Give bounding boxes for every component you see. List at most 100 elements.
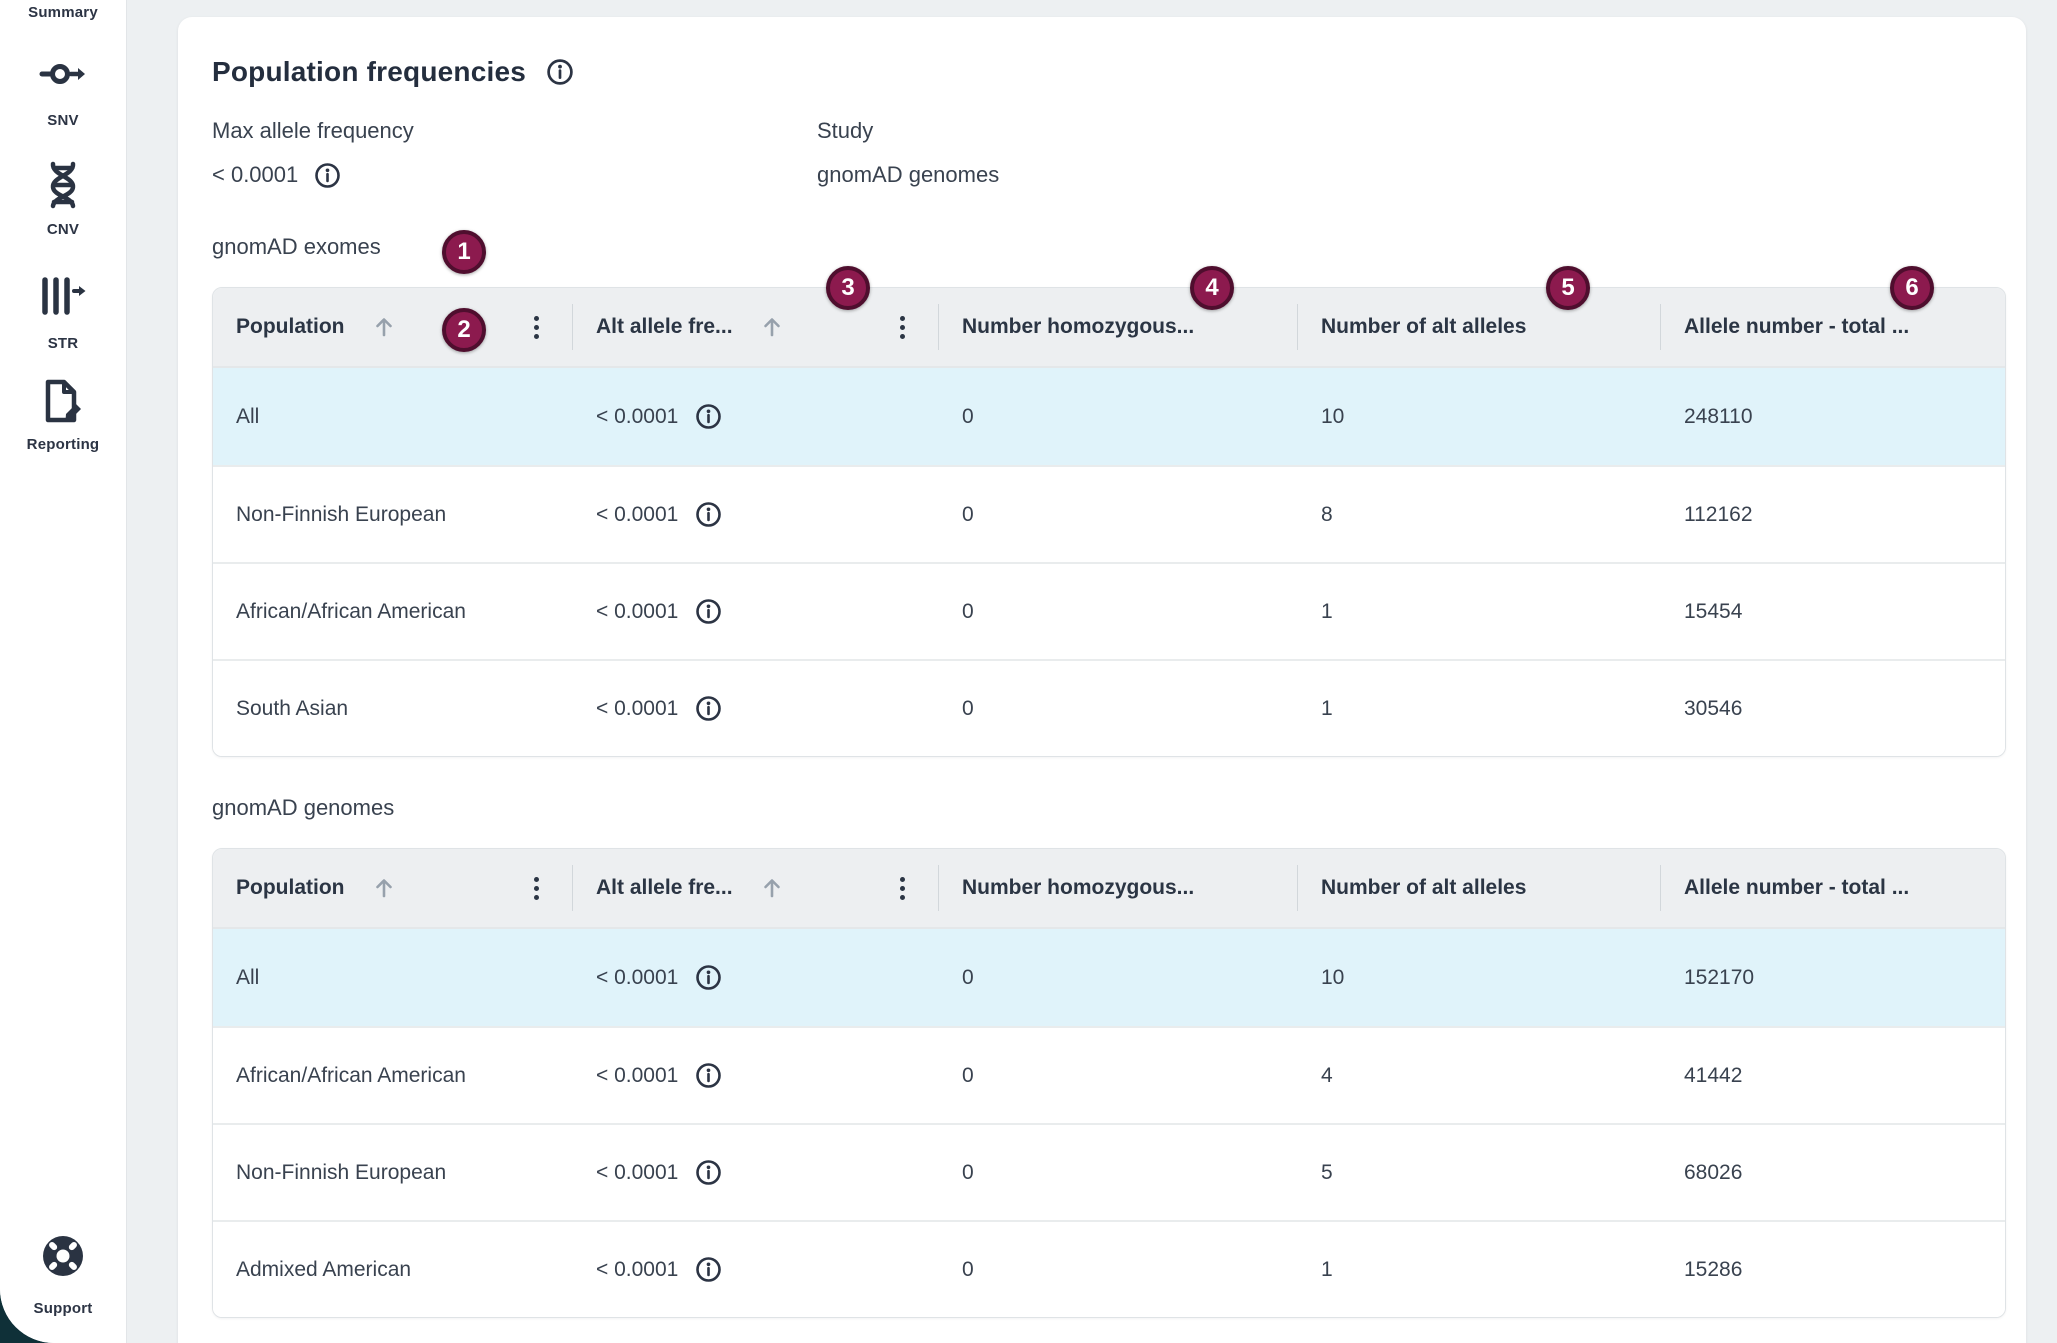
sidebar-item-label: Support [33,1300,93,1317]
table-row[interactable]: Admixed American < 0.0001 0 1 15286 [213,1220,2005,1317]
sort-ascending-icon[interactable] [759,314,785,340]
population-cell: All [236,965,260,989]
population-frequencies-card: Population frequencies Max allele freque… [178,17,2026,1343]
alt-allele-frequency-cell: < 0.0001 [573,1222,939,1317]
number-homozygous-cell: 0 [962,1257,974,1281]
allele-number-total-cell: 41442 [1684,1063,1743,1087]
sidebar-item-snv[interactable]: SNV [0,56,126,129]
number-alt-alleles-cell: 1 [1321,696,1333,720]
column-header-population[interactable]: Population [213,849,573,927]
allele-number-total-cell: 15454 [1684,599,1743,623]
gnomad-exomes-section-label: gnomAD exomes [212,234,381,259]
table-row[interactable]: African/African American < 0.0001 0 4 41… [213,1026,2005,1123]
allele-number-total-cell: 248110 [1684,404,1753,428]
column-menu-icon[interactable] [530,873,543,904]
number-homozygous-cell: 0 [962,404,974,428]
table-row[interactable]: All < 0.0001 0 10 152170 [213,929,2005,1026]
column-menu-icon[interactable] [896,873,909,904]
sort-ascending-icon[interactable] [371,314,397,340]
study-label: Study [817,118,874,143]
max-allele-frequency-value-row: < 0.0001 [212,160,817,190]
sort-ascending-icon[interactable] [371,875,397,901]
sidebar-item-str[interactable]: STR [0,277,126,352]
number-homozygous-cell: 0 [962,599,974,623]
reporting-icon [42,378,84,424]
table-row[interactable]: South Asian < 0.0001 0 1 30546 [213,659,2005,756]
population-cell: Non-Finnish European [236,502,447,526]
column-header-alt-allele-frequency[interactable]: Alt allele fre... [573,849,939,927]
sidebar-item-label: STR [47,335,79,352]
sidebar-item-label: Summary [28,4,98,21]
allele-number-total-cell: 30546 [1684,696,1743,720]
annotation-badge-1: 1 [442,230,486,274]
study-value: gnomAD genomes [817,162,1000,187]
info-icon[interactable] [546,58,574,86]
number-homozygous-cell: 0 [962,1160,974,1184]
sidebar: Summary SNV [0,0,127,1343]
number-homozygous-cell: 0 [962,965,974,989]
info-icon[interactable] [695,1159,722,1186]
column-header-number-alt-alleles[interactable]: Number of alt alleles [1298,288,1661,366]
population-cell: Admixed American [236,1257,412,1281]
number-alt-alleles-cell: 10 [1321,965,1345,989]
column-header-alt-allele-frequency[interactable]: Alt allele fre... [573,288,939,366]
annotation-badge-6: 6 [1890,266,1934,310]
gnomad-genomes-section-label: gnomAD genomes [212,795,395,820]
population-cell: Non-Finnish European [236,1160,447,1184]
str-icon [39,277,87,315]
sidebar-item-reporting[interactable]: Reporting [0,378,126,453]
max-allele-frequency-label: Max allele frequency [212,118,414,143]
column-header-number-homozygous[interactable]: Number homozygous... [939,288,1298,366]
info-icon[interactable] [695,501,722,528]
summary-meta-row: Max allele frequency < 0.0001 Study gnom… [212,118,2026,190]
alt-allele-frequency-cell: < 0.0001 [573,661,939,756]
table-row[interactable]: All < 0.0001 0 10 248110 [213,368,2005,465]
column-header-allele-number-total[interactable]: Allele number - total ... [1684,315,1910,338]
sidebar-item-support[interactable]: Support [0,1234,126,1317]
support-icon [41,1234,85,1278]
table-row[interactable]: Non-Finnish European < 0.0001 0 8 112162 [213,465,2005,562]
column-menu-icon[interactable] [896,312,909,343]
sidebar-item-summary[interactable]: Summary [0,4,126,21]
info-icon[interactable] [695,598,722,625]
number-homozygous-cell: 0 [962,696,974,720]
sidebar-item-label: CNV [46,221,80,238]
sidebar-item-label: SNV [47,112,79,129]
column-header-number-alt-alleles[interactable]: Number of alt alleles [1298,849,1661,927]
info-icon[interactable] [314,162,341,189]
number-alt-alleles-cell: 5 [1321,1160,1333,1184]
sidebar-item-cnv[interactable]: CNV [0,161,126,238]
column-header-number-homozygous[interactable]: Number homozygous... [939,849,1298,927]
max-allele-frequency-field: Max allele frequency < 0.0001 [212,118,817,190]
info-icon[interactable] [695,695,722,722]
population-cell: All [236,404,260,428]
allele-number-total-cell: 152170 [1684,965,1755,989]
table-row[interactable]: Non-Finnish European < 0.0001 0 5 68026 [213,1123,2005,1220]
number-alt-alleles-cell: 4 [1321,1063,1333,1087]
page-title: Population frequencies [212,56,526,87]
table-header-row: Population Alt allele fre... [213,849,2005,929]
population-cell: African/African American [236,1063,466,1087]
table-header-row: Population Alt allele fre... [213,288,2005,368]
allele-number-total-cell: 15286 [1684,1257,1743,1281]
alt-allele-frequency-cell: < 0.0001 [573,929,939,1026]
number-homozygous-cell: 0 [962,502,974,526]
info-icon[interactable] [695,964,722,991]
annotation-badge-4: 4 [1190,266,1234,310]
number-homozygous-cell: 0 [962,1063,974,1087]
annotation-badge-5: 5 [1546,266,1590,310]
alt-allele-frequency-cell: < 0.0001 [573,368,939,465]
column-header-population[interactable]: Population [213,288,573,366]
sort-ascending-icon[interactable] [759,875,785,901]
info-icon[interactable] [695,1256,722,1283]
column-header-allele-number-total[interactable]: Allele number - total ... [1684,876,1910,899]
column-menu-icon[interactable] [530,312,543,343]
table-row[interactable]: African/African American < 0.0001 0 1 15… [213,562,2005,659]
info-icon[interactable] [695,1062,722,1089]
gnomad-exomes-table: Population Alt allele fre... [212,287,2006,757]
info-icon[interactable] [695,403,722,430]
annotation-badge-3: 3 [826,266,870,310]
alt-allele-frequency-cell: < 0.0001 [573,564,939,659]
card-title-row: Population frequencies [212,55,2026,89]
alt-allele-frequency-cell: < 0.0001 [573,467,939,562]
